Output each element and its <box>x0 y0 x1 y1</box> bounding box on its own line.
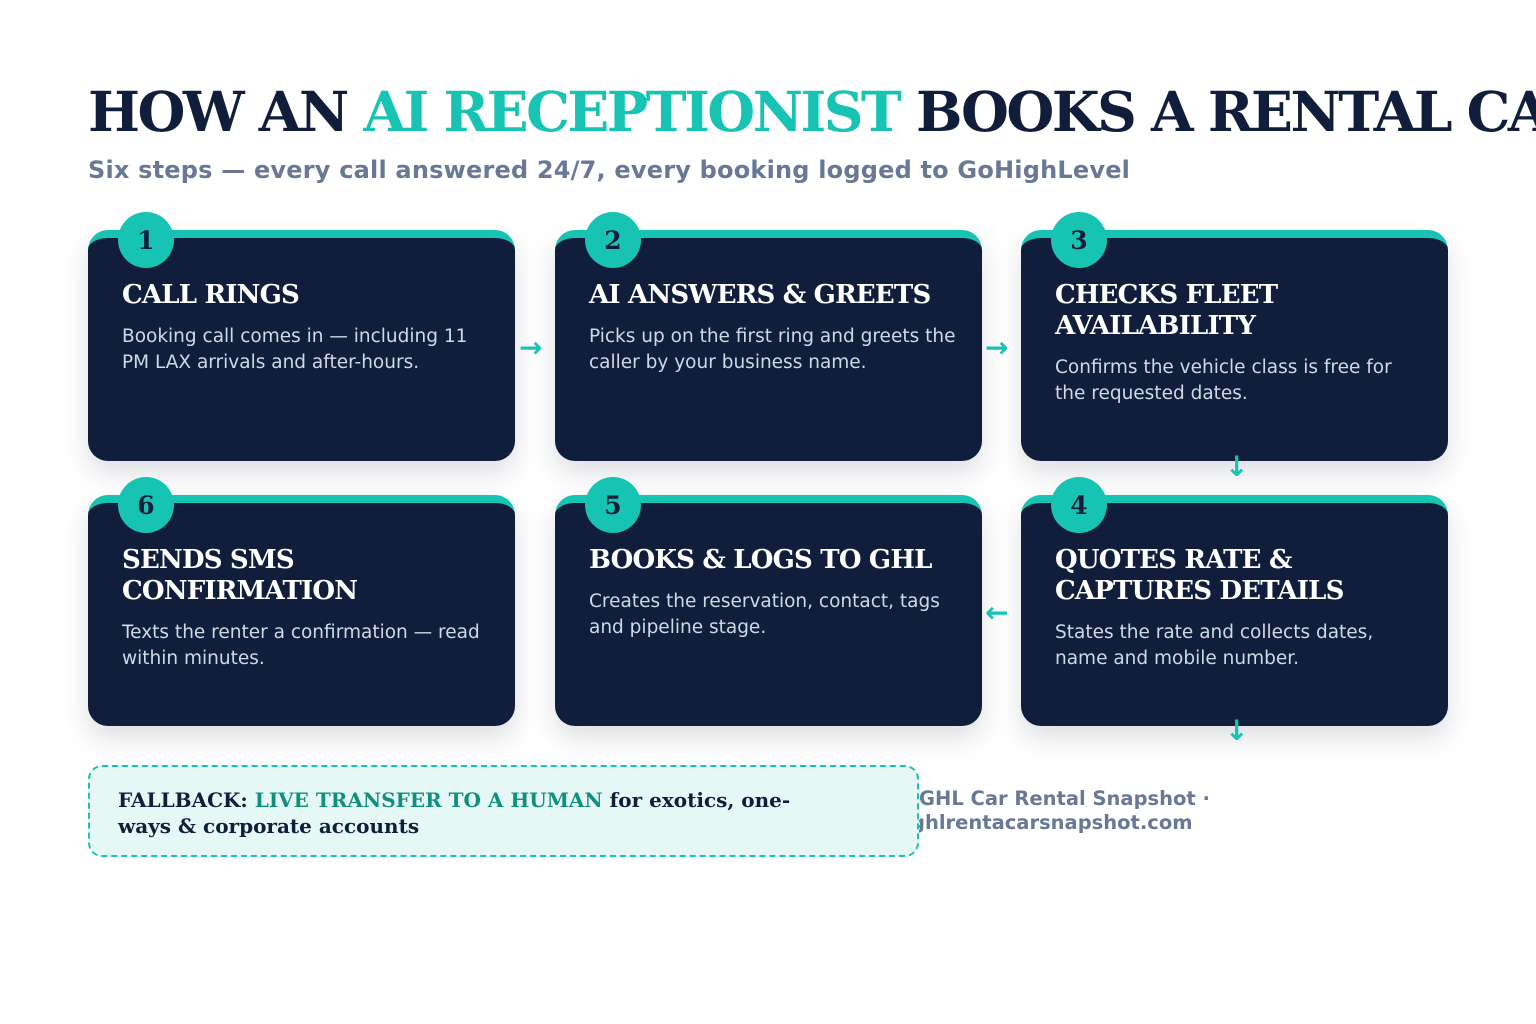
fallback-text: for exotics, one-ways & corporate accoun… <box>118 788 791 838</box>
footer-url: ghlrentacarsnapshot.com <box>919 811 1193 834</box>
step-card-3: 3 CHECKS FLEET AVAILABILITY Confirms the… <box>1021 212 1448 461</box>
step-description: States the rate and collects dates, name… <box>1055 622 1374 669</box>
step-title: CHECKS FLEET AVAILABILITY <box>1055 280 1278 341</box>
fallback-callout: FALLBACK: LIVE TRANSFER TO A HUMAN for e… <box>88 765 919 857</box>
step-card-2: 2 AI ANSWERS & GREETS Picks up on the fi… <box>555 212 982 461</box>
arrow-down-icon: ↓ <box>1225 714 1249 747</box>
page-title: HOW AN AI RECEPTIONIST BOOKS A RENTAL CA… <box>88 80 1536 144</box>
step-description: Creates the reservation, contact, tags a… <box>589 591 940 638</box>
footer-credit: GHL Car Rental Snapshot · ghlrentacarsna… <box>919 787 1239 835</box>
title-suffix: BOOKS A RENTAL CAR <box>916 79 1536 144</box>
step-title: BOOKS & LOGS TO GHL <box>589 545 932 575</box>
title-prefix: HOW AN <box>88 79 349 144</box>
step-description: Booking call comes in — including 11 PM … <box>122 326 468 373</box>
step-title: QUOTES RATE & CAPTURES DETAILS <box>1055 545 1344 606</box>
arrow-down-icon: ↓ <box>1225 450 1249 483</box>
title-highlight: AI RECEPTIONIST <box>363 79 901 144</box>
step-number-badge: 4 <box>1051 477 1107 533</box>
step-number-badge: 5 <box>585 477 641 533</box>
step-number-badge: 3 <box>1051 212 1107 268</box>
step-description: Texts the renter a confirmation — read w… <box>122 622 480 669</box>
step-description: Confirms the vehicle class is free for t… <box>1055 357 1392 404</box>
arrow-left-icon: ← <box>985 596 1009 629</box>
footer-brand: GHL Car Rental Snapshot · <box>919 787 1210 810</box>
step-title: CALL RINGS <box>122 280 300 310</box>
step-number-badge: 1 <box>118 212 174 268</box>
step-description: Picks up on the first ring and greets th… <box>589 326 956 373</box>
step-card-6: 6 SENDS SMS CONFIRMATION Texts the rente… <box>88 477 515 726</box>
page-subtitle: Six steps — every call answered 24/7, ev… <box>88 156 1131 184</box>
step-number-badge: 6 <box>118 477 174 533</box>
fallback-highlight: LIVE TRANSFER TO A HUMAN <box>254 788 603 812</box>
step-card-1: 1 CALL RINGS Booking call comes in — inc… <box>88 212 515 461</box>
step-card-5: 5 BOOKS & LOGS TO GHL Creates the reserv… <box>555 477 982 726</box>
step-card-4: 4 QUOTES RATE & CAPTURES DETAILS States … <box>1021 477 1448 726</box>
arrow-right-icon: → <box>519 331 543 364</box>
step-number-badge: 2 <box>585 212 641 268</box>
arrow-right-icon: → <box>985 331 1009 364</box>
step-title: SENDS SMS CONFIRMATION <box>122 545 358 606</box>
step-title: AI ANSWERS & GREETS <box>589 280 931 310</box>
fallback-label: FALLBACK: <box>118 788 248 812</box>
